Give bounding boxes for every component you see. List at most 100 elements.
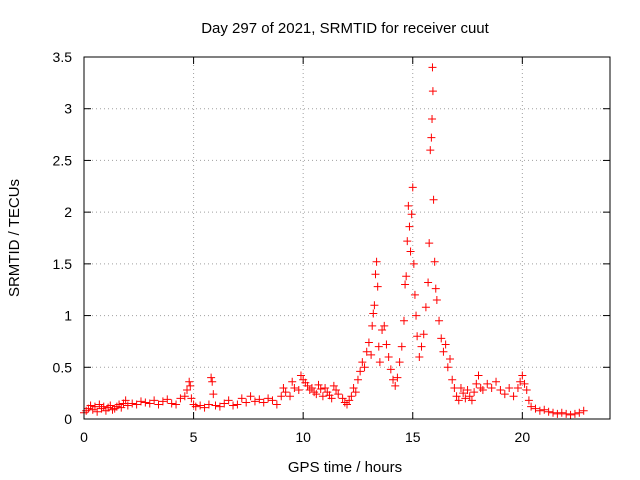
data-point — [371, 270, 380, 279]
data-point — [353, 375, 362, 384]
data-point — [186, 381, 195, 390]
data-point — [500, 390, 509, 399]
data-point — [472, 379, 481, 388]
data-point — [200, 403, 209, 412]
data-point — [470, 388, 479, 397]
data-point — [402, 272, 411, 281]
data-point — [176, 394, 185, 403]
data-point — [207, 373, 216, 382]
data-point — [86, 401, 95, 410]
data-point — [452, 392, 461, 401]
data-point — [279, 383, 288, 392]
data-point — [95, 400, 104, 409]
data-point — [579, 406, 588, 415]
data-point — [397, 342, 406, 351]
data-point — [286, 392, 295, 401]
data-point — [496, 386, 505, 395]
x-axis-ticks: 0 5 10 15 20 — [80, 57, 530, 445]
data-point — [535, 406, 544, 415]
data-point — [305, 386, 314, 395]
data-point — [90, 402, 99, 411]
chart-title: Day 297 of 2021, SRMTID for receiver cuu… — [201, 20, 489, 37]
data-point — [82, 406, 91, 415]
y-tick-label: 3 — [64, 101, 72, 117]
data-point — [158, 397, 167, 406]
data-point — [524, 396, 533, 405]
data-point — [318, 392, 327, 401]
y-tick-label: 3.5 — [53, 49, 73, 65]
data-point — [391, 381, 400, 390]
data-point — [93, 407, 102, 416]
data-point — [209, 390, 218, 399]
data-point — [378, 326, 387, 335]
data-point — [384, 352, 393, 361]
data-point — [211, 401, 220, 410]
x-tick-label: 15 — [405, 429, 421, 445]
plot-frame — [83, 56, 611, 420]
data-point — [435, 316, 444, 325]
data-point — [372, 257, 381, 266]
data-point — [522, 386, 531, 395]
data-point — [185, 377, 194, 386]
data-point — [426, 146, 435, 155]
data-point — [405, 222, 414, 231]
data-point — [189, 400, 198, 409]
data-point — [417, 342, 426, 351]
data-point — [351, 388, 360, 397]
data-point — [196, 401, 205, 410]
data-point — [224, 396, 233, 405]
data-point — [380, 321, 389, 330]
data-point — [540, 405, 549, 414]
data-point — [268, 396, 277, 405]
data-point — [456, 383, 465, 392]
data-point — [439, 347, 448, 356]
data-point — [492, 377, 501, 386]
data-point — [296, 371, 305, 380]
data-point — [106, 401, 115, 410]
data-point — [215, 402, 224, 411]
data-point — [208, 377, 217, 386]
y-tick-label: 1.5 — [53, 256, 73, 272]
data-point — [389, 375, 398, 384]
data-point — [303, 381, 312, 390]
data-point — [408, 183, 417, 192]
data-point — [368, 321, 377, 330]
data-point — [518, 371, 527, 380]
y-tick-label: 2 — [64, 204, 72, 220]
data-point — [132, 400, 141, 409]
y-tick-label: 0.5 — [53, 359, 73, 375]
data-point — [367, 350, 376, 359]
data-point — [403, 237, 412, 246]
data-point — [345, 396, 354, 405]
data-point — [375, 358, 384, 367]
x-axis-label: GPS time / hours — [288, 459, 402, 476]
data-point — [237, 394, 246, 403]
x-tick-label: 0 — [80, 429, 88, 445]
data-point — [172, 400, 181, 409]
data-point — [250, 397, 259, 406]
data-point — [406, 247, 415, 256]
data-point — [407, 210, 416, 219]
data-point — [246, 392, 255, 401]
data-point — [312, 390, 321, 399]
x-tick-label: 20 — [515, 429, 531, 445]
data-point — [562, 409, 571, 418]
data-point — [461, 394, 470, 403]
data-point — [399, 316, 408, 325]
data-point — [99, 402, 108, 411]
data-point — [448, 375, 457, 384]
data-point — [327, 394, 336, 403]
data-point — [229, 401, 238, 410]
data-point — [412, 311, 421, 320]
data-point — [483, 379, 492, 388]
data-point — [362, 347, 371, 356]
y-tick-label: 1 — [64, 308, 72, 324]
data-point — [487, 383, 496, 392]
data-point — [187, 394, 196, 403]
data-point — [242, 398, 251, 407]
data-point — [340, 398, 349, 407]
data-point — [424, 278, 433, 287]
data-point — [374, 342, 383, 351]
data-point — [272, 400, 281, 409]
data-point — [233, 400, 242, 409]
